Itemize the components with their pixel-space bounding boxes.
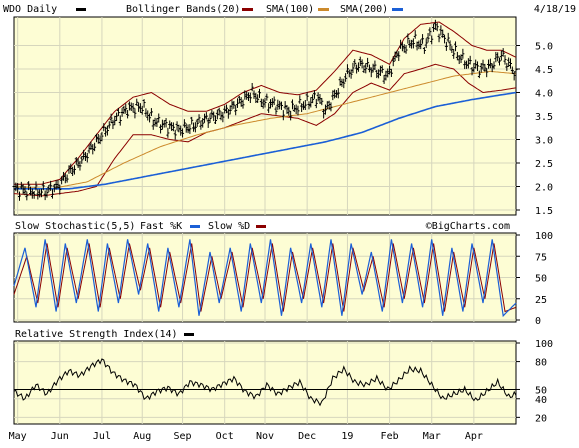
- y-tick-label: 20: [535, 413, 547, 424]
- y-tick-label: 2.5: [535, 159, 553, 170]
- y-tick-label: 100: [535, 339, 553, 350]
- price-legend-swatch: [392, 8, 403, 11]
- y-tick-label: 50: [535, 274, 547, 285]
- y-tick-label: 3.5: [535, 112, 553, 123]
- x-tick-label: Jul: [93, 431, 111, 442]
- attribution-label: ©BigCharts.com: [426, 221, 510, 232]
- x-tick-label: Dec: [298, 431, 316, 442]
- x-tick-label: Mar: [423, 431, 441, 442]
- price-legend-label: Bollinger Bands(20): [126, 4, 240, 15]
- stochastic-legend-swatch: [256, 225, 266, 228]
- date-label: 4/18/19: [534, 4, 576, 15]
- rsi-title: Relative Strength Index(14): [15, 329, 178, 340]
- x-tick-label: Apr: [465, 431, 483, 442]
- bollinger-upper-line: [14, 21, 517, 185]
- price-legend-label: SMA(200): [340, 4, 388, 15]
- x-tick-label: Jun: [51, 431, 69, 442]
- sma100-line: [13, 70, 517, 190]
- y-tick-label: 5.0: [535, 42, 553, 53]
- y-tick-label: 50: [535, 385, 547, 396]
- stochastic-legend-label: Slow %D: [208, 221, 250, 232]
- price-legend-swatch: [318, 8, 329, 11]
- stochastic-legend-swatch: [190, 225, 200, 228]
- y-tick-label: 4.0: [535, 89, 553, 100]
- stochastic-title: Slow Stochastic(5,5): [15, 221, 135, 232]
- y-tick-label: 25: [535, 295, 547, 306]
- y-tick-label: 3.0: [535, 136, 553, 147]
- y-tick-label: 100: [535, 231, 553, 242]
- x-tick-label: Sep: [174, 431, 192, 442]
- y-tick-label: 80: [535, 358, 547, 369]
- x-tick-label: May: [9, 431, 27, 442]
- symbol-legend-swatch: [76, 8, 86, 11]
- price-legend-swatch: [242, 8, 253, 11]
- symbol-label: WDO Daily: [3, 4, 57, 15]
- y-tick-label: 40: [535, 395, 547, 406]
- rsi-line: [13, 358, 517, 407]
- y-tick-label: 1.5: [535, 206, 553, 217]
- y-tick-label: 2.0: [535, 183, 553, 194]
- rsi-legend-swatch: [184, 333, 194, 336]
- x-tick-label: Nov: [256, 431, 274, 442]
- fast-k-line: [13, 239, 517, 318]
- x-tick-label: Oct: [216, 431, 234, 442]
- x-tick-label: Aug: [133, 431, 151, 442]
- sma200-line: [14, 91, 517, 190]
- stochastic-legend-label: Fast %K: [140, 221, 182, 232]
- price-legend-label: SMA(100): [266, 4, 314, 15]
- y-tick-label: 0: [535, 316, 541, 327]
- y-tick-label: 75: [535, 252, 547, 263]
- x-tick-label: Feb: [381, 431, 399, 442]
- x-tick-label: 19: [341, 431, 353, 442]
- slow-d-line: [13, 243, 517, 313]
- y-tick-label: 4.5: [535, 65, 553, 76]
